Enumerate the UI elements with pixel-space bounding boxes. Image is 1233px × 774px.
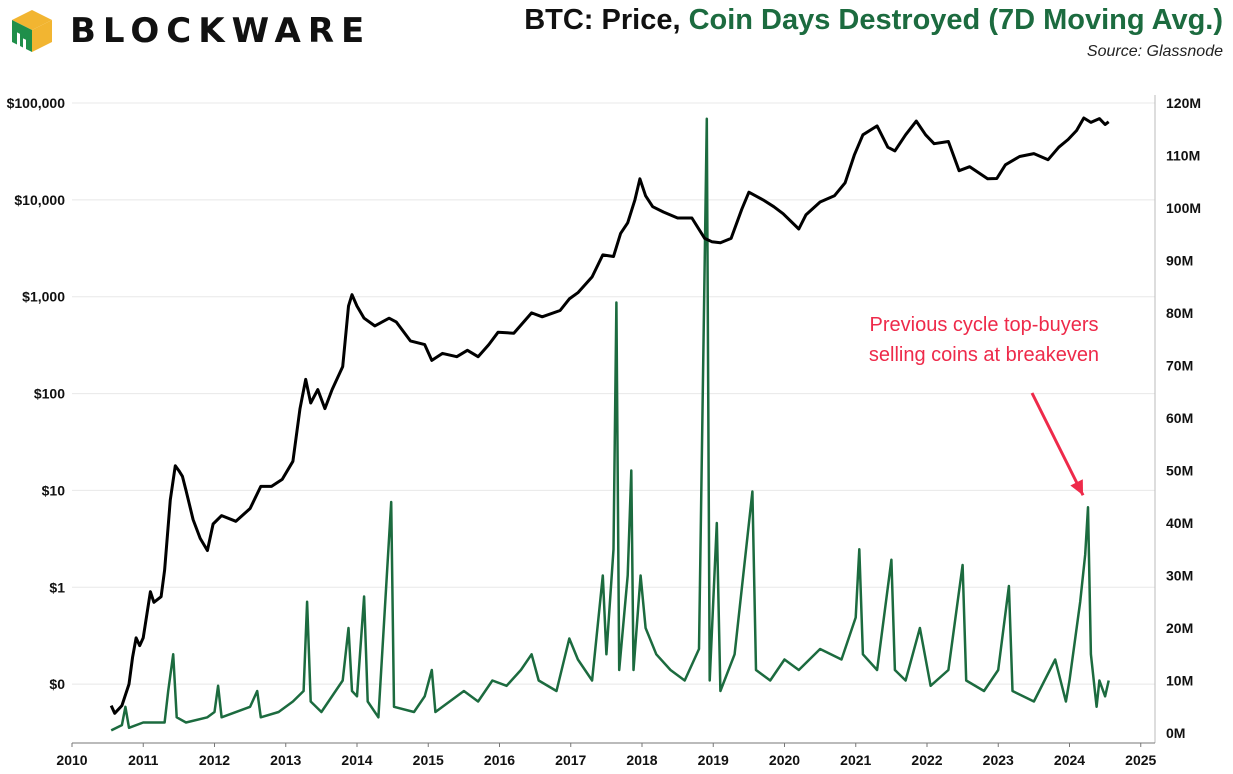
left-tick-label: $1,000 (22, 289, 65, 305)
x-tick-label: 2025 (1125, 752, 1156, 768)
x-tick-label: 2012 (199, 752, 230, 768)
brand-name: BLOCKWARE (70, 11, 372, 51)
x-tick-label: 2014 (341, 752, 372, 768)
x-tick-label: 2015 (413, 752, 444, 768)
right-tick-label: 90M (1166, 253, 1193, 269)
btc-price-line (109, 116, 1110, 715)
right-tick-label: 50M (1166, 463, 1193, 479)
x-tick-label: 2017 (555, 752, 586, 768)
series-layer (109, 116, 1110, 732)
left-tick-label: $100 (34, 386, 65, 402)
x-tick-label: 2019 (698, 752, 729, 768)
x-tick-label: 2013 (270, 752, 301, 768)
left-tick-label: $1 (49, 579, 65, 595)
right-tick-label: 60M (1166, 410, 1193, 426)
annotation-arrow-shaft (1030, 392, 1085, 496)
left-tick-label: $100,000 (7, 95, 66, 111)
left-tick-label: $10 (42, 482, 66, 498)
source-note: Source: Glassnode (1086, 43, 1223, 60)
left-tick-label: $0 (49, 676, 65, 692)
x-tick-label: 2011 (128, 752, 159, 768)
right-tick-label: 20M (1166, 620, 1193, 636)
right-tick-label: 30M (1166, 568, 1193, 584)
annotation-text: Previous cycle top-buyers (870, 314, 1099, 336)
right-tick-label: 80M (1166, 305, 1193, 321)
annotation-arrow-head (1070, 479, 1084, 496)
brand-logo: BLOCKWARE (8, 6, 371, 56)
x-tick-label: 2018 (626, 752, 657, 768)
grid-lines (72, 95, 1156, 743)
x-tick-label: 2022 (911, 752, 942, 768)
title-prefix: BTC: Price, (524, 4, 689, 36)
x-tick-label: 2024 (1054, 752, 1085, 768)
x-axis: 2010 2011 2012 2013 2014 2015 2016 2017 2018 2019… (56, 742, 1157, 768)
x-tick-label: 2010 (56, 752, 87, 768)
title-green: Coin Days Destroyed (7D Moving Avg.) (688, 4, 1223, 36)
annotation-text: selling coins at breakeven (869, 344, 1099, 366)
left-tick-label: $10,000 (14, 192, 65, 208)
right-tick-label: 110M (1166, 148, 1200, 164)
x-tick-label: 2016 (484, 752, 515, 768)
x-tick-label: 2021 (840, 752, 871, 768)
right-tick-label: 70M (1166, 358, 1193, 374)
right-tick-label: 0M (1166, 725, 1185, 741)
x-tick-label: 2020 (769, 752, 800, 768)
annotation-layer: Previous cycle top-buyers selling coins a… (869, 314, 1099, 496)
coin-days-destroyed-line (110, 117, 1110, 732)
x-tick-label: 2023 (983, 752, 1014, 768)
blockware-logo-icon (12, 10, 52, 54)
right-tick-label: 10M (1166, 673, 1193, 689)
right-tick-label: 120M (1166, 95, 1201, 111)
right-tick-label: 40M (1166, 515, 1193, 531)
left-axis-ticks: $0 $1 $10 $100 $1,000 $10,000 $100,000 (7, 95, 66, 692)
chart-header: BTC: Price, Coin Days Destroyed (7D Movi… (524, 4, 1223, 61)
right-tick-label: 100M (1166, 200, 1201, 216)
right-axis-ticks: 0M 10M 20M 30M 40M 50M 60M 70M 80M 90M 100M 110M 120… (1166, 95, 1201, 741)
chart-title: BTC: Price, Coin Days Destroyed (7D Movi… (524, 4, 1223, 37)
